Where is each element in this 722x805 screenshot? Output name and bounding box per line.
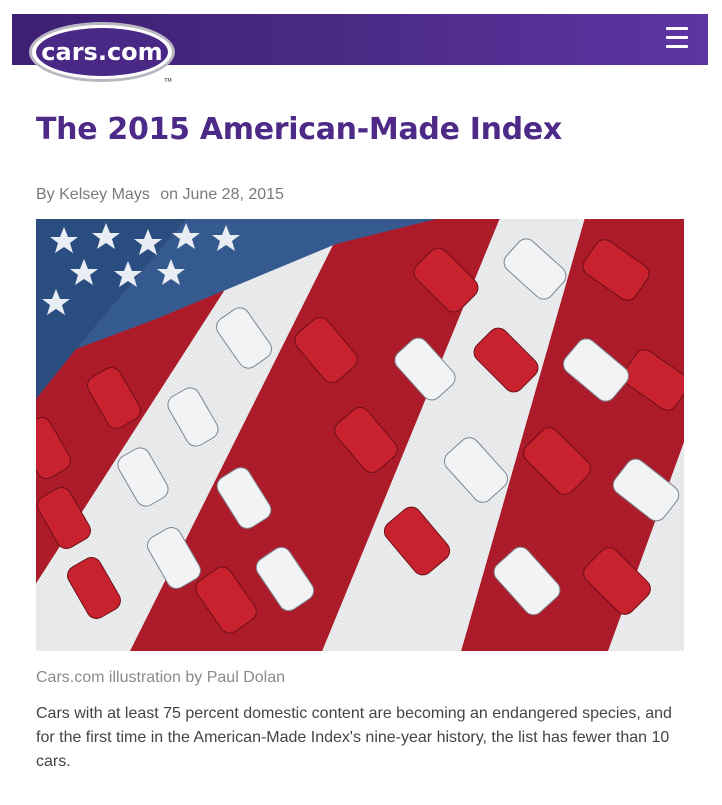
- publish-date: June 28, 2015: [182, 186, 284, 203]
- logo-trademark: TM: [163, 78, 171, 84]
- logo-text: cars.com: [41, 38, 162, 66]
- byline: By Kelsey Mays on June 28, 2015: [36, 186, 284, 204]
- author-link[interactable]: Kelsey Mays: [59, 186, 150, 203]
- car-rows: [36, 238, 684, 634]
- article-title: The 2015 American-Made Index: [36, 112, 562, 147]
- hamburger-menu-icon[interactable]: [666, 27, 688, 51]
- article-lede: Cars with at least 75 percent domestic c…: [36, 705, 672, 770]
- date-prefix: on: [160, 186, 179, 203]
- byline-prefix: By: [36, 186, 55, 203]
- image-caption: Cars.com illustration by Paul Dolan: [36, 669, 285, 686]
- flag-stars: [42, 223, 240, 315]
- cars-com-logo[interactable]: cars.com TM: [28, 22, 178, 84]
- hero-illustration: [36, 219, 684, 651]
